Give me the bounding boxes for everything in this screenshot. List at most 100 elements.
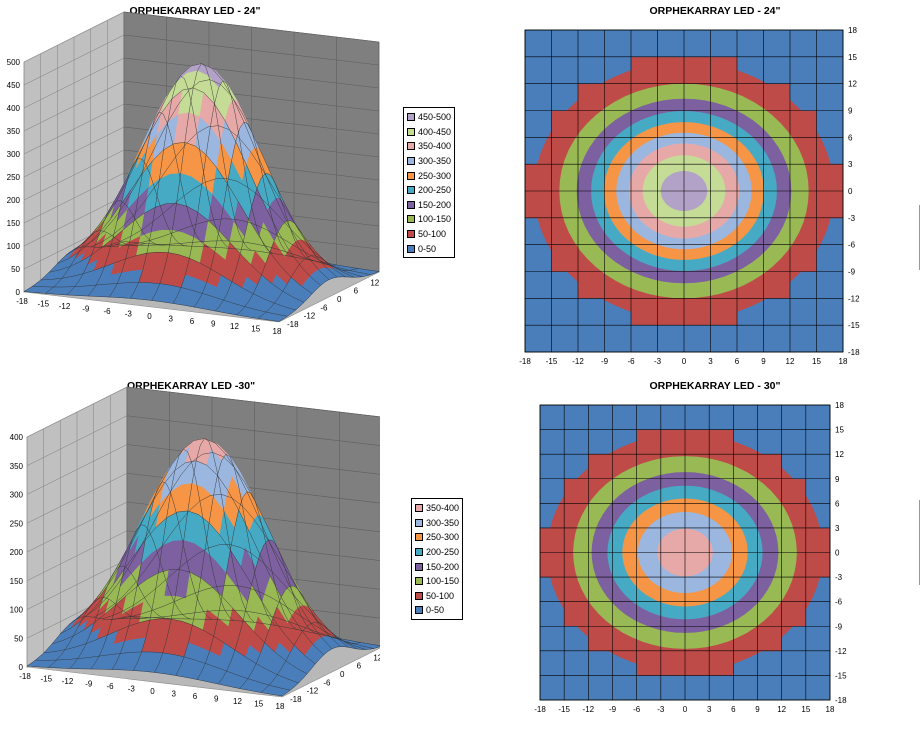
legend-swatch (407, 201, 415, 209)
contour-cell (758, 651, 782, 676)
x-tick-label: 3 (708, 357, 713, 366)
contour-cell (564, 405, 588, 430)
x-tick-label: -9 (85, 680, 93, 689)
clipped-edge-mark (919, 500, 920, 585)
x-tick-label: 18 (273, 327, 282, 336)
contour-cell (806, 405, 830, 430)
z-tick-label: 250 (7, 173, 21, 182)
x-tick-label: -3 (128, 685, 136, 694)
z-tick-label: 200 (7, 196, 21, 205)
y-tick-label: 3 (835, 524, 840, 533)
legend-swatch (415, 577, 423, 585)
z-tick-label: 50 (14, 634, 23, 643)
legend-swatch (415, 519, 423, 527)
legend-item: 50-100 (407, 227, 451, 242)
legend-label: 300-350 (426, 518, 459, 528)
legend-label: 0-50 (418, 244, 436, 254)
legend-item: 150-200 (407, 198, 451, 213)
x-tick-label: -6 (106, 682, 114, 691)
x-tick-label: -12 (572, 357, 584, 366)
surface-chart-30-svg: ORPHEKARRAY LED -30" 0501001502002503003… (0, 375, 380, 724)
contour-cell (540, 651, 564, 676)
z-tick-label: 300 (7, 150, 21, 159)
contour-cell (564, 651, 588, 676)
contour-cell (525, 111, 552, 138)
contour-cell (661, 675, 685, 700)
z-tick-label: 0 (19, 663, 24, 672)
x-tick-label: 6 (735, 357, 740, 366)
z-tick-label: 200 (10, 548, 24, 557)
contour-cell (782, 651, 806, 676)
y-tick-label: -12 (835, 647, 847, 656)
contour-cell (588, 651, 612, 676)
contour-cell (631, 325, 658, 352)
contour-cell (525, 57, 552, 84)
x-tick-label: 15 (254, 700, 263, 709)
z-tick-label: 150 (7, 219, 21, 228)
legend-swatch (407, 128, 415, 136)
x-tick-label: 6 (193, 692, 198, 701)
contour-cell (709, 675, 733, 700)
legend-item: 350-400 (415, 501, 459, 516)
contour-cell (764, 57, 791, 84)
contour-cell (806, 602, 830, 627)
legend-swatch (415, 504, 423, 512)
contour-cell (709, 405, 733, 430)
y-tick-label: 12 (848, 80, 857, 89)
x-tick-label: 9 (761, 357, 766, 366)
x-tick-label: -9 (609, 705, 617, 714)
x-tick-label: -6 (627, 357, 635, 366)
x-tick-label: -12 (59, 302, 71, 311)
contour-cell (782, 675, 806, 700)
y-tick-label: 9 (848, 107, 853, 116)
y-tick-label: 6 (848, 133, 853, 142)
contour-cell (782, 405, 806, 430)
legend-item: 300-350 (407, 154, 451, 169)
x-tick-label: 6 (190, 317, 195, 326)
z-tick-label: 0 (16, 288, 21, 297)
legend-label: 100-150 (418, 214, 451, 224)
legend-swatch (407, 142, 415, 150)
contour-cell (552, 325, 579, 352)
surface-chart-24-svg: ORPHEKARRAY LED - 24" 050100150200250300… (0, 0, 380, 350)
contour-cell (588, 405, 612, 430)
legend-item: 50-100 (415, 589, 459, 604)
legend-item: 250-300 (407, 168, 451, 183)
contour-cell (764, 30, 791, 57)
legend-label: 350-400 (426, 503, 459, 513)
y-tick-label: 6 (835, 499, 840, 508)
contour-cell (525, 272, 552, 299)
contour-cell (817, 57, 844, 84)
x-tick-label: 0 (682, 357, 687, 366)
legend-item: 250-300 (415, 530, 459, 545)
x-tick-label: -18 (16, 297, 28, 306)
contour-cell (578, 298, 605, 325)
x-tick-label: 0 (150, 687, 155, 696)
legend-item: 450-500 (407, 110, 451, 125)
contour-cell (525, 245, 552, 272)
y-tick-label: 0 (835, 549, 840, 558)
legend-swatch (407, 113, 415, 121)
legend-item: 100-150 (407, 212, 451, 227)
x-tick-label: -15 (37, 300, 49, 309)
contour-cell (764, 298, 791, 325)
y-tick-label: 15 (848, 53, 857, 62)
legend-label: 100-150 (426, 576, 459, 586)
y-tick-label: -6 (320, 303, 328, 312)
legend-label: 150-200 (418, 200, 451, 210)
contour-cell (658, 325, 685, 352)
contour-cell (525, 325, 552, 352)
contour-cell (637, 675, 661, 700)
legend-item: 100-150 (415, 574, 459, 589)
contour-cell (817, 245, 844, 272)
x-tick-label: 12 (233, 697, 242, 706)
x-tick-label: 18 (276, 702, 285, 711)
contour-cell (806, 675, 830, 700)
contour-cell (685, 405, 709, 430)
contour-cell (525, 30, 552, 57)
y-tick-label: 12 (370, 278, 379, 287)
z-tick-label: 400 (10, 433, 24, 442)
x-tick-label: -3 (657, 705, 665, 714)
